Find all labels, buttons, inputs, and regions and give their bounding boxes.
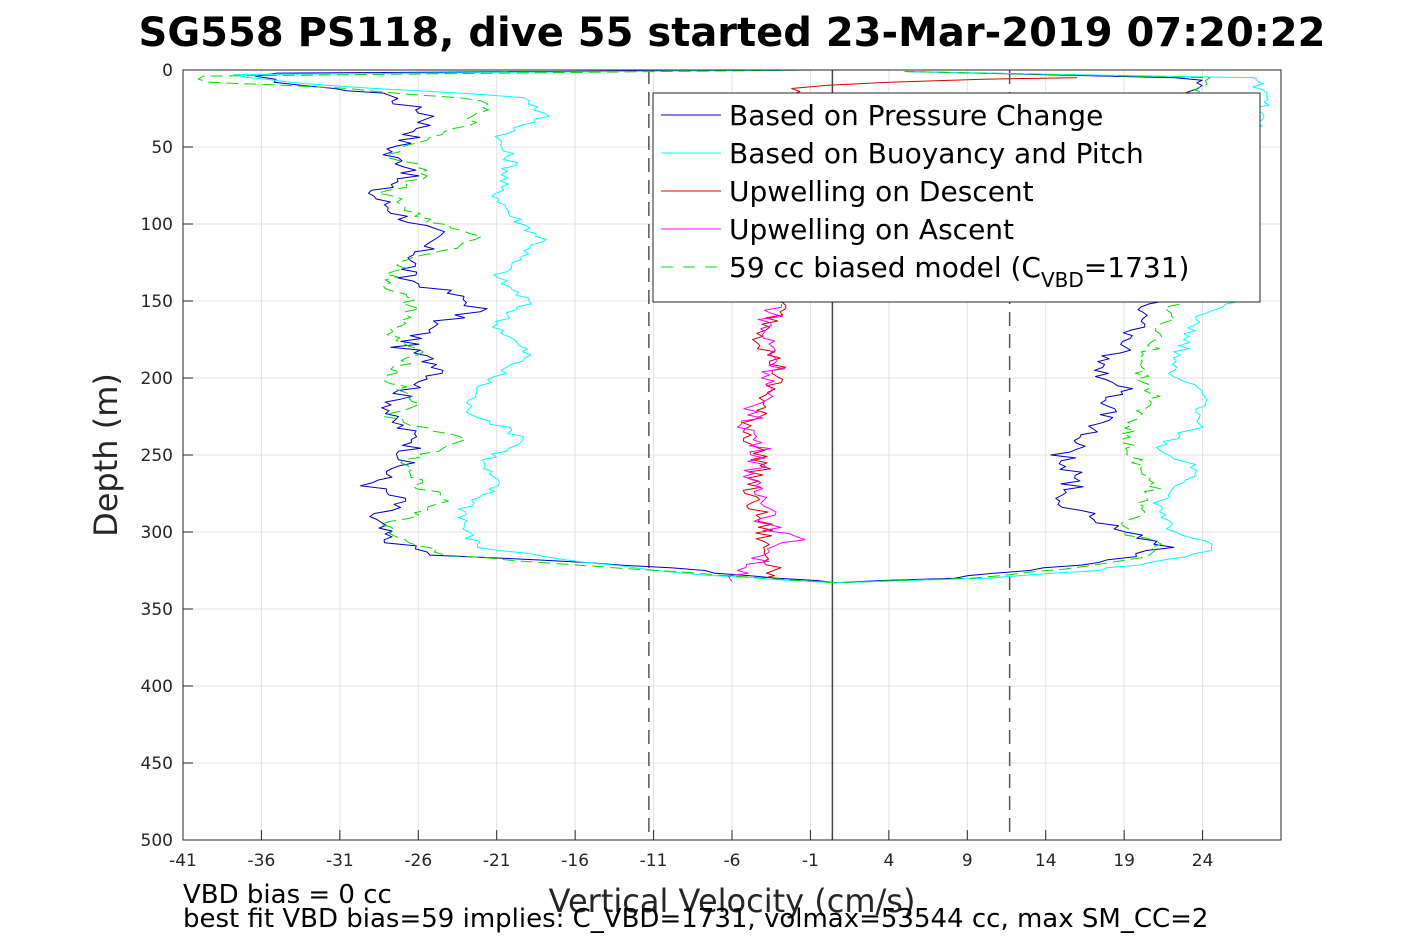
- x-tick-label: -36: [248, 851, 276, 871]
- x-tick-label: 4: [883, 851, 894, 871]
- x-axis-ticks: -41 -36 -31 -26 -21 -16 -11 -6 -1 4 9 14 19 24: [169, 830, 1213, 871]
- legend-label-suffix: =1731): [1084, 251, 1190, 284]
- legend-label-subscript: VBD: [1041, 268, 1084, 292]
- y-tick-label: 100: [141, 215, 173, 235]
- note-best-fit: best fit VBD bias=59 implies: C_VBD=1731…: [183, 904, 1208, 934]
- y-axis-label: Depth (m): [87, 373, 125, 537]
- x-tick-label: 9: [962, 851, 973, 871]
- y-tick-label: 200: [141, 369, 173, 389]
- x-tick-label: 24: [1192, 851, 1214, 871]
- y-tick-label: 350: [141, 600, 173, 620]
- y-tick-label: 300: [141, 523, 173, 543]
- y-tick-label: 0: [162, 61, 173, 81]
- x-tick-label: -16: [561, 851, 589, 871]
- y-axis-ticks: 0 50 100 150 200 250 300 350 400 450 500: [141, 61, 193, 851]
- series-line: [727, 304, 806, 582]
- y-tick-label: 150: [141, 292, 173, 312]
- x-tick-label: -21: [483, 851, 511, 871]
- x-tick-label: -31: [326, 851, 354, 871]
- x-tick-label: -6: [724, 851, 741, 871]
- note-vbd-bias: VBD bias = 0 cc: [183, 880, 392, 910]
- x-tick-label: -11: [640, 851, 668, 871]
- x-tick-label: -1: [802, 851, 819, 871]
- legend-label: Upwelling on Ascent: [729, 213, 1014, 246]
- chart-title: SG558 PS118, dive 55 started 23-Mar-2019…: [139, 10, 1326, 56]
- legend-label: Upwelling on Descent: [729, 175, 1034, 208]
- y-tick-label: 400: [141, 677, 173, 697]
- x-tick-label: 14: [1035, 851, 1057, 871]
- y-tick-label: 50: [151, 138, 173, 158]
- legend-label: Based on Pressure Change: [729, 99, 1103, 132]
- x-axis-label: Vertical Velocity (cm/s): [549, 882, 916, 920]
- x-tick-label: -41: [169, 851, 197, 871]
- x-tick-label: -26: [404, 851, 432, 871]
- legend: Based on Pressure Change Based on Buoyanc…: [652, 92, 1261, 303]
- legend-box: [652, 92, 1261, 303]
- legend-label: Based on Buoyancy and Pitch: [729, 137, 1144, 170]
- y-tick-label: 250: [141, 446, 173, 466]
- x-tick-label: 19: [1113, 851, 1135, 871]
- y-tick-label: 500: [141, 831, 173, 851]
- y-tick-label: 450: [141, 754, 173, 774]
